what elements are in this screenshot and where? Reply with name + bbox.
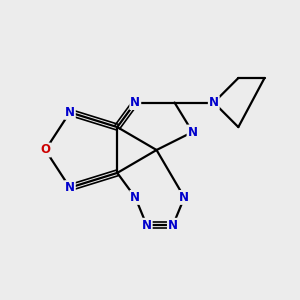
Text: N: N xyxy=(130,191,140,204)
Text: N: N xyxy=(209,96,219,109)
Text: N: N xyxy=(130,96,140,109)
Text: N: N xyxy=(179,191,189,204)
Text: O: O xyxy=(40,143,50,157)
Text: N: N xyxy=(188,125,197,139)
Text: N: N xyxy=(65,106,75,119)
Text: N: N xyxy=(65,181,75,194)
Text: N: N xyxy=(142,219,152,232)
Text: N: N xyxy=(168,219,178,232)
